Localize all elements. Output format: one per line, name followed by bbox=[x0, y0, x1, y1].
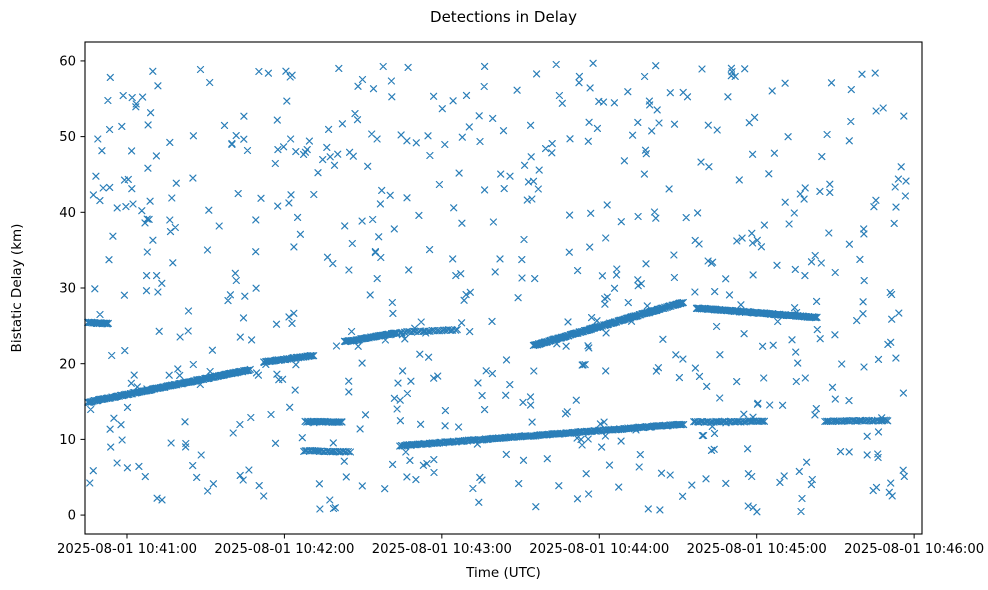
x-tick-label: 2025-08-01 10:42:00 bbox=[214, 542, 354, 557]
chart-title: Detections in Delay bbox=[430, 8, 577, 26]
y-tick-label: 30 bbox=[59, 282, 76, 297]
x-axis-label: Time (UTC) bbox=[466, 565, 541, 581]
y-tick-label: 60 bbox=[59, 55, 76, 70]
x-tick-label: 2025-08-01 10:44:00 bbox=[529, 542, 669, 557]
y-tick-label: 40 bbox=[59, 206, 76, 221]
y-tick-label: 50 bbox=[59, 130, 76, 145]
x-tick-label: 2025-08-01 10:41:00 bbox=[57, 542, 197, 557]
x-tick-label: 2025-08-01 10:43:00 bbox=[372, 542, 512, 557]
y-tick-label: 10 bbox=[59, 433, 76, 448]
x-tick-label: 2025-08-01 10:45:00 bbox=[687, 542, 827, 557]
y-tick-label: 20 bbox=[59, 357, 76, 372]
scatter-markers bbox=[84, 59, 910, 516]
y-tick-label: 0 bbox=[68, 509, 76, 524]
plot-frame bbox=[84, 41, 923, 535]
x-tick-label: 2025-08-01 10:46:00 bbox=[844, 542, 984, 557]
